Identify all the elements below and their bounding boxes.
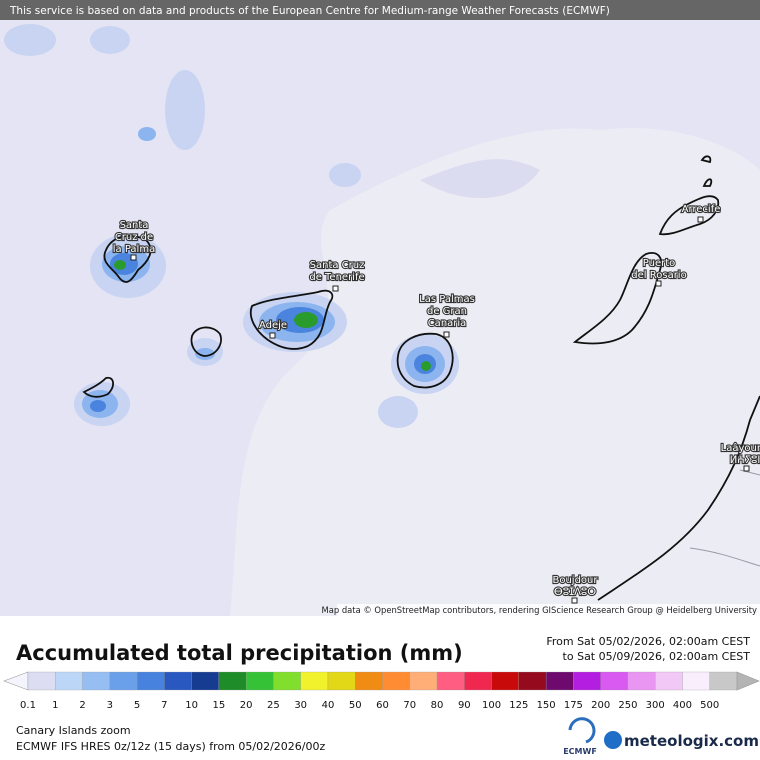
place-label: de Tenerife [309,272,364,283]
over-arrow [736,671,760,691]
level-label: 200 [591,700,610,711]
model-info: ECMWF IFS HRES 0z/12z (15 days) from 05/… [16,740,326,753]
ecmwf-logo: ECMWF [563,717,597,756]
period-to: to Sat 05/09/2026, 02:00am CEST [563,650,751,663]
ecmwf-label: ECMWF [563,747,597,756]
level-label: 25 [267,700,280,711]
color-box [273,671,301,691]
color-box [246,671,274,691]
level-label: 90 [458,700,471,711]
color-box [355,671,383,691]
color-box [218,671,247,691]
color-box [682,671,710,691]
color-box [409,671,438,691]
place-label: del Rosario [631,270,686,281]
color-box [82,671,110,691]
color-box [55,671,83,691]
place-label: ⴱⵓⵊⴷⵓⵔ [554,587,596,598]
level-label: 2 [79,700,85,711]
level-label: 150 [537,700,556,711]
brand[interactable]: meteologix.com [624,732,759,750]
brand-icon [604,731,622,749]
level-label: 300 [646,700,665,711]
place-label: Puerto [643,258,676,269]
color-box [600,671,629,691]
level-label: 50 [349,700,362,711]
color-box [436,671,465,691]
color-box [545,671,574,691]
place-label: ⵍⵄⵢⵓⵏ [730,455,760,466]
place-label: Canaria [428,318,467,329]
level-label: 250 [618,700,637,711]
place-label: Boujdour [552,575,598,586]
color-box [491,671,519,691]
level-label: 400 [673,700,692,711]
level-label: 500 [700,700,719,711]
color-box [300,671,329,691]
level-label: 80 [431,700,444,711]
place-label: Santa Cruz [310,260,365,271]
level-label: 100 [482,700,501,711]
level-label: 30 [294,700,307,711]
level-label: 175 [564,700,583,711]
level-label: 15 [213,700,226,711]
banner: This service is based on data and produc… [9,5,610,17]
under-arrow [3,671,29,691]
attribution: Map data © OpenStreetMap contributors, r… [322,605,758,615]
place-label: la Palma [113,244,155,255]
region: Canary Islands zoom [16,724,131,737]
color-box [109,671,138,691]
color-box [164,671,192,691]
legend-title: Accumulated total precipitation (mm) [16,641,463,665]
level-label: 10 [185,700,198,711]
color-box [518,671,547,691]
place-label: Arrecife [682,204,721,215]
color-box [627,671,656,691]
level-label: 7 [161,700,167,711]
level-label: 5 [134,700,140,711]
level-label: 0.1 [20,700,36,711]
color-box [464,671,492,691]
place-label: de Gran [427,306,467,317]
level-label: 125 [509,700,528,711]
color-box [709,671,738,691]
color-box [27,671,56,691]
level-label: 1 [52,700,58,711]
place-label: Santa [120,220,149,231]
level-label: 20 [240,700,253,711]
color-box [191,671,220,691]
color-box [136,671,165,691]
color-box [573,671,601,691]
place-label: Adeje [259,320,287,331]
level-label: 60 [376,700,389,711]
level-label: 3 [107,700,113,711]
color-box [382,671,410,691]
place-label: Cruz de [115,232,153,243]
period-from: From Sat 05/02/2026, 02:00am CEST [546,635,750,648]
place-label: Laâyoune [721,442,760,454]
color-box [655,671,683,691]
place-label: Las Palmas [419,294,475,305]
color-box [327,671,356,691]
level-label: 70 [403,700,416,711]
level-label: 40 [322,700,335,711]
